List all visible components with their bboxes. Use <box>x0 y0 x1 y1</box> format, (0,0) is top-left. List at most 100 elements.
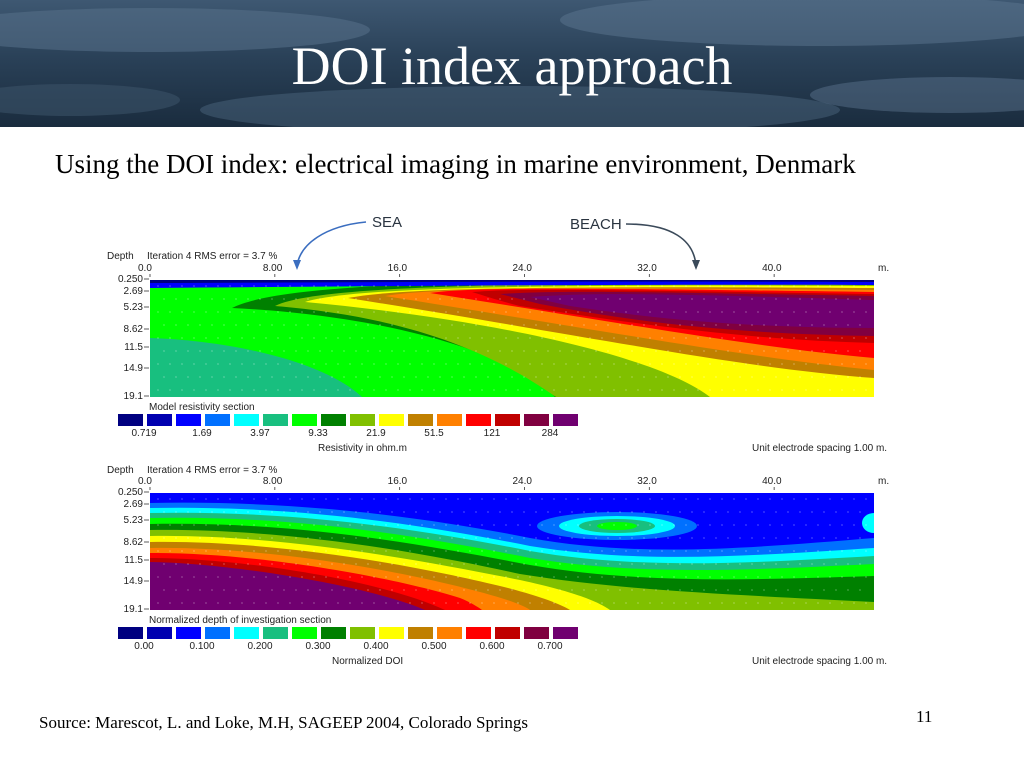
data-point <box>613 550 615 552</box>
data-point <box>673 576 675 578</box>
data-point <box>853 524 855 526</box>
data-point <box>847 511 849 513</box>
data-point <box>481 389 483 391</box>
data-point <box>193 602 195 604</box>
data-point <box>499 511 501 513</box>
data-point <box>529 498 531 500</box>
data-point <box>601 498 603 500</box>
data-point <box>295 563 297 565</box>
data-point <box>853 337 855 339</box>
data-point <box>511 589 513 591</box>
color-scale-value: 0.400 <box>363 641 388 652</box>
data-point <box>325 337 327 339</box>
data-point <box>217 389 219 391</box>
data-point <box>421 363 423 365</box>
data-point <box>601 389 603 391</box>
data-point <box>757 550 759 552</box>
data-point <box>667 376 669 378</box>
data-point <box>241 363 243 365</box>
data-point <box>391 350 393 352</box>
data-point <box>859 350 861 352</box>
data-point <box>721 602 723 604</box>
data-point <box>235 563 237 565</box>
data-point <box>175 376 177 378</box>
data-point <box>241 524 243 526</box>
depth-tick-label: 0.250 <box>118 274 143 285</box>
data-point <box>211 563 213 565</box>
data-point <box>385 550 387 552</box>
data-point <box>349 363 351 365</box>
data-point <box>649 363 651 365</box>
data-point <box>559 537 561 539</box>
data-point <box>349 524 351 526</box>
x-tick-label: 0.0 <box>138 476 152 487</box>
data-point <box>565 576 567 578</box>
data-point <box>625 285 627 287</box>
data-point <box>757 337 759 339</box>
data-point <box>709 389 711 391</box>
data-point <box>289 311 291 313</box>
x-unit-label: m. <box>878 263 889 274</box>
data-point <box>853 363 855 365</box>
data-point <box>517 498 519 500</box>
beach-arrowhead <box>692 260 700 270</box>
data-point <box>817 311 819 313</box>
data-point <box>841 550 843 552</box>
data-point <box>253 337 255 339</box>
data-point <box>265 602 267 604</box>
data-point <box>745 389 747 391</box>
data-point <box>235 324 237 326</box>
data-point <box>439 511 441 513</box>
data-point <box>181 602 183 604</box>
data-point <box>727 537 729 539</box>
data-point <box>373 285 375 287</box>
data-point <box>751 376 753 378</box>
data-point <box>295 537 297 539</box>
depth-tick-label: 5.23 <box>124 515 144 526</box>
data-point <box>343 324 345 326</box>
data-point <box>715 589 717 591</box>
data-point <box>259 511 261 513</box>
data-point <box>865 311 867 313</box>
data-point <box>481 498 483 500</box>
data-point <box>535 298 537 300</box>
data-point <box>793 285 795 287</box>
data-point <box>199 511 201 513</box>
data-point <box>661 602 663 604</box>
data-point <box>715 298 717 300</box>
data-point <box>739 563 741 565</box>
data-point <box>451 376 453 378</box>
data-point <box>781 285 783 287</box>
color-swatch <box>205 414 230 426</box>
data-point <box>463 376 465 378</box>
data-point <box>811 563 813 565</box>
data-point <box>265 337 267 339</box>
data-point <box>835 589 837 591</box>
data-point <box>817 602 819 604</box>
data-point <box>391 324 393 326</box>
data-point <box>643 511 645 513</box>
data-point <box>745 363 747 365</box>
data-point <box>163 298 165 300</box>
depth-tick-label: 5.23 <box>124 302 144 313</box>
data-point <box>799 350 801 352</box>
data-point <box>235 511 237 513</box>
data-point <box>481 363 483 365</box>
data-point <box>523 324 525 326</box>
data-point <box>193 550 195 552</box>
data-point <box>325 602 327 604</box>
data-point <box>259 376 261 378</box>
data-point <box>853 389 855 391</box>
color-swatch <box>408 627 433 639</box>
data-point <box>769 576 771 578</box>
data-point <box>187 511 189 513</box>
data-point <box>715 563 717 565</box>
data-point <box>463 324 465 326</box>
data-point <box>661 498 663 500</box>
color-swatch <box>408 414 433 426</box>
data-point <box>211 324 213 326</box>
data-point <box>325 498 327 500</box>
data-point <box>541 498 543 500</box>
data-point <box>493 550 495 552</box>
data-point <box>493 389 495 391</box>
